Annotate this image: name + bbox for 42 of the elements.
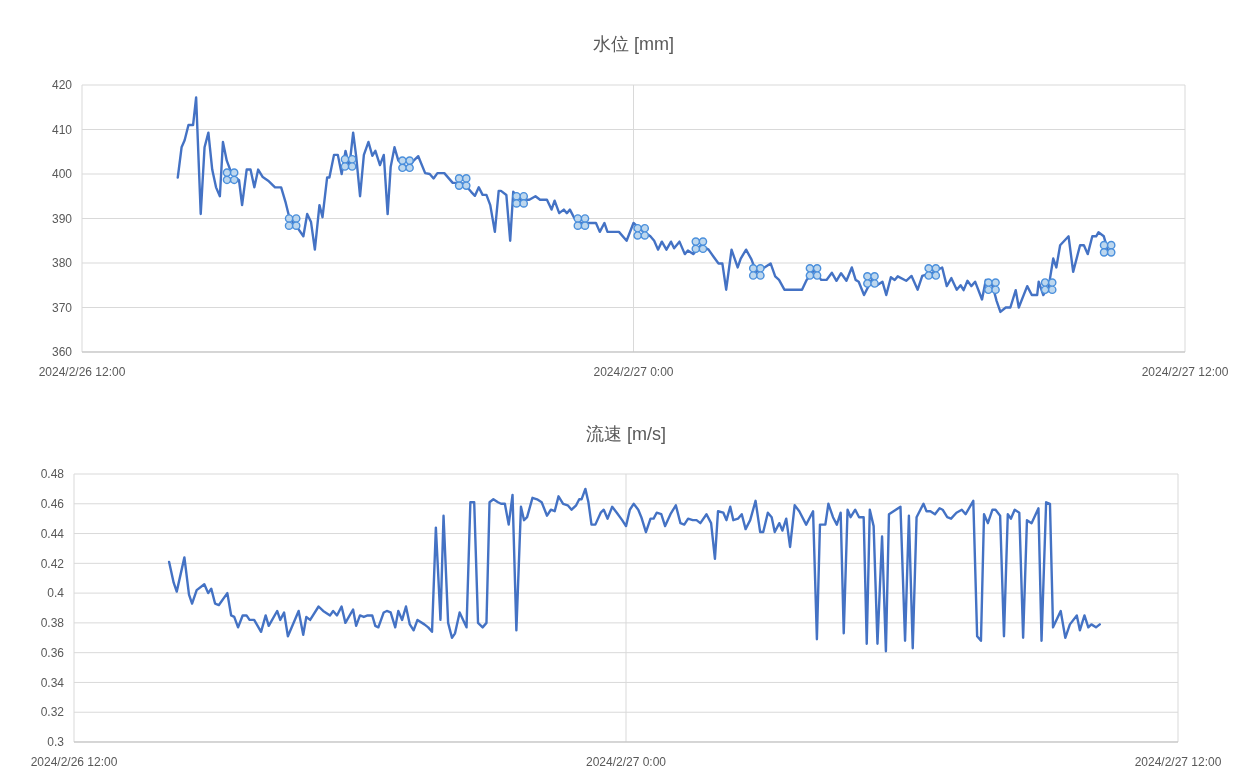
x-tick-label: 2024/2/27 12:00 — [1134, 755, 1222, 769]
chart-title: 流速 [m/s] — [586, 424, 666, 444]
point — [805, 264, 822, 280]
point — [398, 156, 414, 173]
x-tick-label: 2024/2/26 12:00 — [38, 365, 126, 379]
y-tick-label: 0.36 — [40, 645, 65, 660]
y-tick-label: 0.42 — [40, 556, 65, 571]
point — [1040, 278, 1057, 294]
y-tick-label: 420 — [51, 78, 73, 93]
point — [633, 224, 650, 240]
y-tick-label: 0.38 — [40, 616, 65, 631]
y-tick-label: 0.44 — [40, 526, 65, 541]
y-tick-label: 390 — [51, 211, 73, 226]
point — [924, 264, 941, 280]
point — [691, 237, 708, 254]
x-tick-label: 2024/2/27 0:00 — [585, 755, 667, 769]
point — [454, 174, 471, 190]
y-tick-label: 360 — [51, 345, 73, 360]
point — [1099, 240, 1116, 257]
y-tick-label: 0.32 — [40, 705, 65, 720]
y-tick-label: 0.4 — [47, 586, 65, 601]
y-tick-label: 380 — [51, 256, 73, 271]
line-series — [167, 487, 1101, 653]
x-tick-label: 2024/2/27 0:00 — [593, 365, 674, 379]
point — [340, 155, 357, 171]
y-tick-label: 0.34 — [40, 675, 65, 690]
y-tick-label: 0.48 — [40, 467, 65, 482]
point — [573, 214, 590, 230]
y-tick-label: 370 — [51, 300, 73, 315]
y-tick-label: 0.3 — [47, 735, 65, 750]
point — [512, 191, 529, 208]
y-tick-label: 400 — [51, 167, 73, 182]
y-tick-label: 410 — [51, 122, 73, 137]
point — [284, 214, 301, 230]
point — [222, 168, 239, 185]
x-tick-label: 2024/2/27 12:00 — [1141, 365, 1229, 379]
point — [748, 264, 765, 280]
point — [863, 272, 879, 288]
chart-title: 水位 [mm] — [593, 34, 674, 54]
y-tick-label: 0.46 — [40, 496, 65, 511]
x-tick-label: 2024/2/26 12:00 — [30, 755, 118, 769]
point — [984, 278, 1000, 294]
